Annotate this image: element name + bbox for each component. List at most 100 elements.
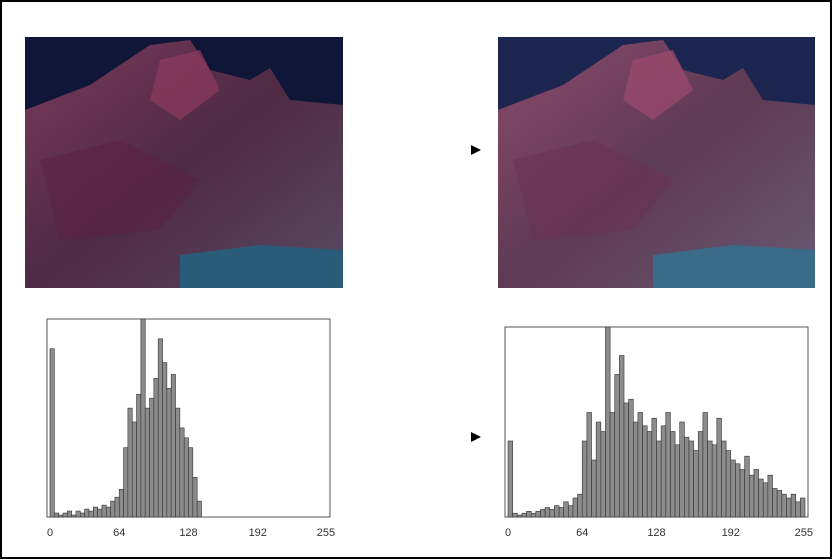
- histogram-bar: [131, 421, 137, 518]
- histogram-bar: [144, 407, 150, 518]
- histogram-bar: [183, 437, 189, 518]
- histogram-bar: [58, 514, 64, 518]
- histogram-bar: [123, 447, 129, 518]
- histogram-bar: [84, 508, 90, 518]
- histogram-bar: [88, 510, 94, 518]
- histogram-bar: [196, 500, 202, 518]
- histogram-bar: [767, 474, 773, 518]
- histogram-bar: [507, 440, 513, 518]
- histogram-bar: [637, 412, 643, 518]
- histogram-bar: [127, 407, 133, 518]
- histogram-bar: [175, 407, 181, 518]
- histogram-bar: [591, 459, 597, 518]
- histogram-bar: [544, 507, 551, 518]
- histogram-bar: [530, 512, 537, 518]
- histogram-bar: [535, 510, 541, 518]
- histogram-bar: [558, 507, 564, 518]
- histogram-bar: [786, 497, 792, 518]
- histogram-bar: [526, 510, 532, 518]
- histogram-bar: [730, 459, 736, 518]
- histogram-bar: [572, 497, 578, 518]
- histogram-bar: [49, 348, 55, 518]
- histogram-bar: [758, 478, 764, 518]
- x-tick-label: 255: [317, 527, 335, 539]
- histogram-bar: [516, 514, 523, 518]
- histogram-bar: [749, 474, 755, 518]
- histogram-bar: [521, 512, 527, 518]
- histogram-bar: [149, 397, 155, 518]
- histogram-bar: [679, 421, 685, 518]
- histogram-bar: [651, 417, 657, 518]
- histogram-bar: [646, 431, 653, 518]
- x-tick-label: 0: [47, 527, 53, 539]
- histogram-bar: [609, 412, 616, 518]
- histogram-bar: [711, 444, 718, 518]
- x-tick-label: 64: [576, 527, 588, 539]
- histogram-bar: [735, 463, 741, 518]
- histogram-bar: [623, 402, 629, 518]
- histogram-bar: [153, 378, 159, 518]
- histogram-bar: [781, 493, 787, 518]
- histogram-bar: [632, 421, 639, 518]
- histogram-bar: [577, 493, 583, 518]
- histogram-bar: [684, 436, 690, 518]
- histogram-bar: [192, 477, 198, 518]
- histogram-bar: [170, 374, 176, 518]
- histogram-bar: [702, 412, 708, 518]
- arrow: [471, 145, 481, 155]
- histogram-bar: [549, 509, 555, 518]
- histogram-bar: [762, 482, 769, 518]
- histogram-bar: [707, 440, 713, 518]
- histogram-bar: [614, 374, 620, 518]
- histogram-bar: [619, 355, 625, 518]
- histogram-bar: [101, 504, 107, 518]
- histogram-bar: [105, 506, 111, 518]
- histogram-bar: [97, 508, 103, 518]
- histogram-bar: [605, 326, 611, 518]
- x-tick-label: 128: [647, 527, 665, 539]
- histogram-bar: [67, 510, 72, 518]
- histogram-bar: [512, 512, 518, 518]
- x-tick-label: 192: [722, 527, 740, 539]
- histogram-bar: [776, 490, 783, 518]
- histogram-bar: [753, 469, 759, 518]
- histogram-bar: [110, 500, 116, 518]
- histogram-bar: [166, 387, 172, 518]
- histogram-bar: [642, 425, 648, 518]
- histogram-bar: [772, 488, 778, 518]
- histogram-bar: [118, 488, 124, 518]
- histogram-bar: [739, 469, 745, 518]
- histogram-bar: [795, 501, 801, 518]
- histogram-bar: [563, 501, 569, 518]
- histogram-bar: [693, 450, 699, 518]
- histogram-bar: [665, 412, 671, 518]
- histogram-bar: [54, 512, 59, 518]
- histogram-bar: [71, 514, 77, 518]
- x-tick-label: 255: [795, 527, 813, 539]
- satellite-image-original: [25, 37, 343, 288]
- x-tick-label: 192: [249, 527, 267, 539]
- x-tick-label: 0: [505, 527, 511, 539]
- histogram-bar: [114, 496, 120, 518]
- histogram-bar: [554, 505, 560, 518]
- histogram-bar: [157, 338, 163, 518]
- histogram-bar: [75, 510, 81, 518]
- x-tick-label: 128: [179, 527, 197, 539]
- histogram-bar: [595, 421, 602, 518]
- histogram-bar: [716, 417, 722, 518]
- histogram-bar: [674, 444, 681, 518]
- histogram-bar: [800, 497, 806, 518]
- histogram-bar: [568, 505, 574, 518]
- histogram-bar: [179, 427, 185, 518]
- histogram-bar: [670, 431, 676, 518]
- histogram-bar: [581, 440, 588, 518]
- histogram-bar: [586, 412, 592, 518]
- histogram-bar: [660, 425, 667, 518]
- histogram-bar: [721, 440, 727, 518]
- histogram-bar: [79, 512, 85, 518]
- histogram-bar: [628, 398, 634, 518]
- histogram-bar: [725, 450, 732, 518]
- histogram-bar: [540, 509, 546, 518]
- histogram-bar: [188, 447, 194, 518]
